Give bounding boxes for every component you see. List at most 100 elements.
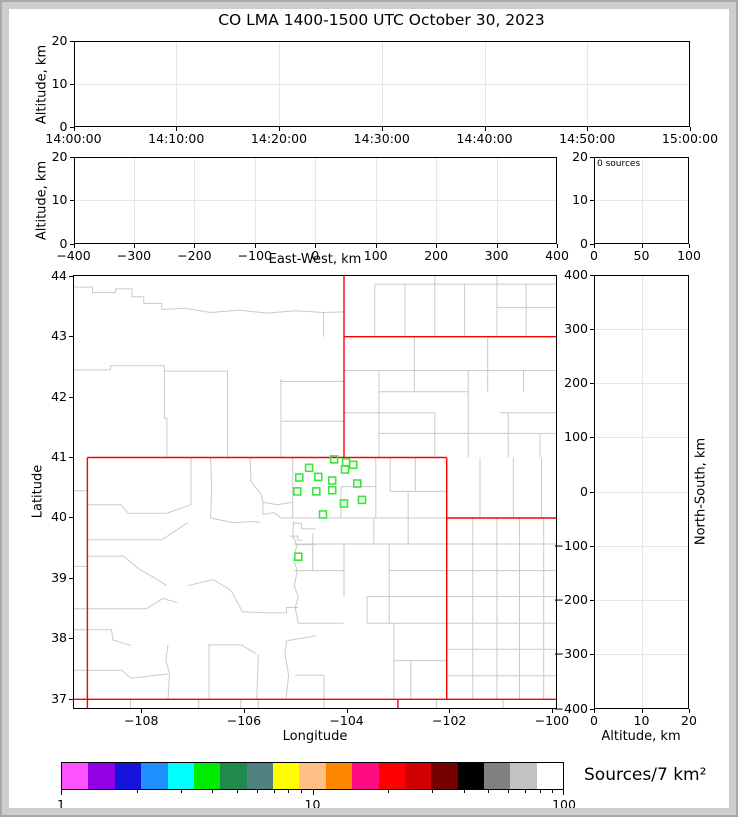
y-tick-label: 43	[51, 328, 67, 344]
colorbar-segment	[510, 763, 537, 789]
y-tick	[590, 243, 594, 245]
y-tick-label: 40	[51, 509, 67, 525]
station-marker	[329, 454, 339, 464]
x-tick	[690, 127, 691, 131]
x-tick-label: 0	[311, 247, 320, 263]
colorbar-major-tick	[563, 790, 564, 795]
border-line	[262, 501, 293, 518]
x-tick	[315, 243, 317, 248]
panel-altitude-northsouth	[594, 274, 689, 709]
x-tick	[594, 708, 595, 713]
border-line	[87, 555, 168, 586]
y-tick	[590, 328, 594, 330]
border-line	[74, 669, 169, 679]
x-tick	[243, 708, 245, 713]
colorbar-segment	[431, 763, 458, 789]
x-tick-label: 300	[484, 247, 509, 263]
x-tick-label: −100	[237, 247, 272, 263]
x-tick-label: −100	[534, 712, 570, 728]
colorbar-major-tick	[61, 790, 62, 795]
colorbar-tick-label: 1	[57, 797, 65, 812]
y-tick-label: 20	[51, 149, 68, 164]
colorbar-minor-tick	[236, 790, 238, 793]
x-tick	[194, 243, 196, 248]
y-tick	[69, 638, 73, 640]
y-tick-label: −300	[553, 646, 588, 662]
y-tick	[69, 243, 74, 245]
x-tick	[496, 243, 498, 248]
x-tick	[587, 127, 589, 131]
source-count-annotation: 0 sources	[597, 159, 641, 169]
state-borders	[74, 275, 556, 708]
y-tick	[69, 336, 73, 338]
x-tick	[254, 243, 256, 248]
y-tick	[590, 545, 594, 547]
colorbar-minor-tick	[388, 790, 390, 793]
station-markers	[293, 454, 367, 561]
y-tick	[590, 437, 594, 439]
ylabel-latitude: Latitude	[30, 464, 46, 519]
colorbar-minor-tick	[273, 790, 275, 793]
colorbar-segment	[220, 763, 247, 789]
x-tick-label: 20	[681, 712, 697, 728]
y-tick-label: 20	[51, 33, 68, 48]
x-tick-label: 14:00:00	[45, 131, 102, 146]
y-tick	[590, 200, 594, 202]
county-borders	[74, 275, 556, 708]
x-tick	[381, 127, 383, 131]
x-tick	[141, 708, 143, 713]
colorbar-minor-tick	[463, 790, 465, 793]
x-tick	[279, 127, 280, 131]
station-marker	[339, 498, 349, 508]
y-tick-label: −200	[553, 592, 588, 607]
station-marker	[293, 486, 302, 496]
y-tick	[69, 200, 74, 202]
x-tick	[641, 708, 643, 713]
colorbar-segment	[193, 763, 221, 789]
x-tick	[133, 243, 135, 248]
x-tick-label: 14:50:00	[559, 131, 616, 146]
x-tick-label: 100	[677, 247, 701, 263]
y-tick-label: 400	[564, 266, 588, 282]
border-line	[74, 364, 165, 370]
x-tick	[557, 243, 558, 248]
border-line	[292, 520, 299, 623]
y-tick	[590, 600, 594, 601]
x-tick-label: −104	[329, 712, 364, 728]
y-tick	[69, 517, 73, 519]
y-tick	[590, 274, 594, 276]
gridline	[595, 545, 688, 547]
station-marker	[327, 485, 337, 494]
colorbar-segment	[141, 763, 168, 789]
x-tick-label: −106	[226, 712, 262, 728]
y-tick-label: 10	[51, 76, 68, 91]
colorbar-minor-tick	[488, 790, 490, 793]
x-tick-label: 14:10:00	[148, 131, 205, 146]
x-tick-label: −108	[124, 712, 159, 728]
x-tick	[594, 243, 595, 248]
y-tick-label: 10	[572, 192, 588, 208]
colorbar-label: Sources/7 km²	[584, 765, 707, 785]
y-tick	[590, 491, 594, 493]
ylabel-northsouth: North-South, km	[693, 437, 709, 546]
station-marker	[340, 464, 350, 474]
x-tick	[436, 243, 438, 248]
gridline	[595, 654, 688, 656]
station-marker	[357, 495, 367, 504]
gridline	[595, 200, 688, 202]
colorbar-segment	[273, 763, 300, 789]
colorbar-segment	[457, 763, 484, 789]
y-tick-label: 0	[59, 119, 68, 134]
y-tick	[69, 84, 74, 85]
y-tick	[590, 654, 594, 656]
y-tick-label: 0	[580, 235, 588, 251]
y-tick	[69, 577, 73, 579]
y-tick-label: 44	[51, 267, 67, 283]
colorbar-minor-tick	[508, 790, 510, 793]
y-tick	[590, 157, 594, 158]
border-line	[286, 634, 316, 641]
y-tick	[590, 383, 594, 384]
panel-altitude-time	[73, 41, 690, 127]
y-tick-label: 42	[51, 388, 67, 404]
